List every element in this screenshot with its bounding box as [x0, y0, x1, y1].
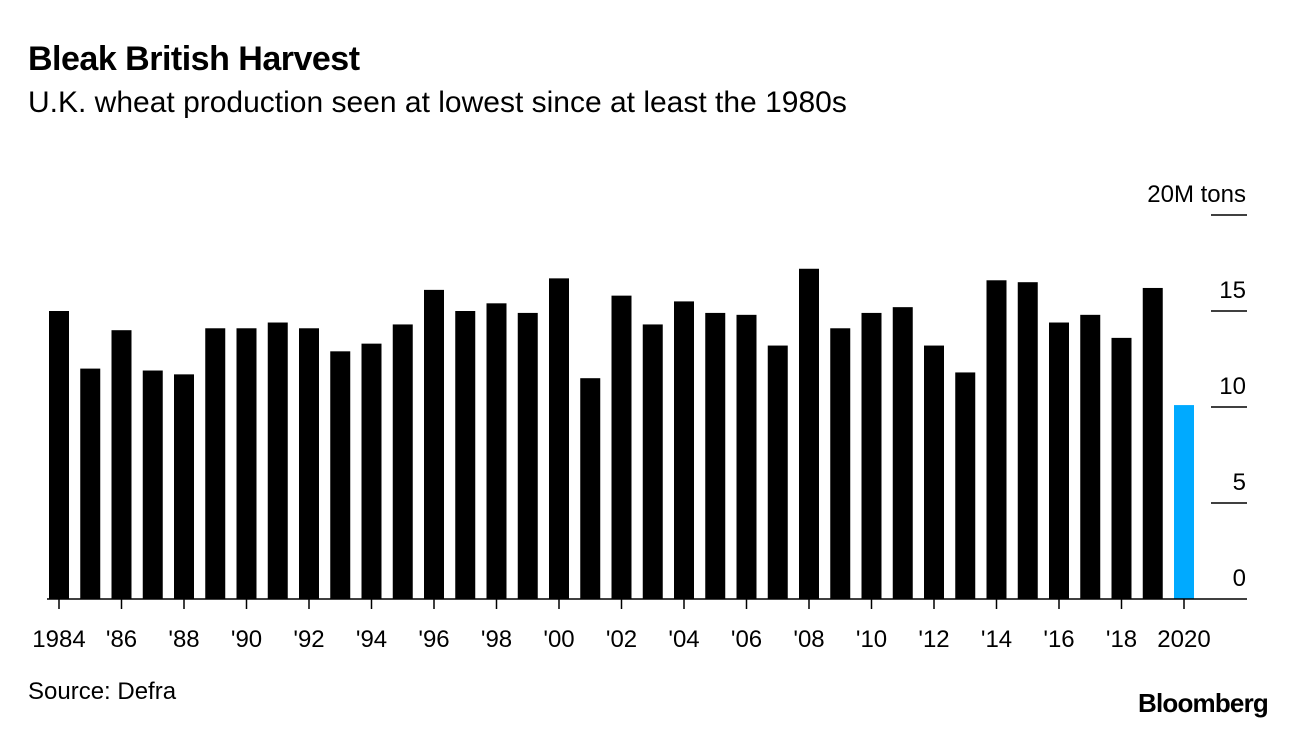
bar-2013: [955, 372, 976, 599]
bar-2019: [1142, 287, 1163, 599]
bar-1995: [392, 324, 413, 599]
bar-2006: [736, 314, 757, 599]
bar-1998: [486, 303, 507, 599]
bar-1991: [267, 322, 288, 599]
bar-1994: [361, 343, 382, 599]
x-tick-label-'92: '92: [293, 626, 324, 653]
bloomberg-logo: Bloomberg: [1137, 688, 1269, 718]
bar-1997: [455, 311, 476, 599]
x-tick-label-2020: 2020: [1157, 626, 1210, 653]
bar-2003: [642, 324, 663, 599]
bar-1990: [236, 328, 257, 599]
bar-2009: [830, 328, 851, 599]
bar-1987: [142, 370, 163, 599]
bar-2008: [799, 268, 819, 599]
source-note: Source: Defra: [28, 678, 177, 705]
x-tick-label-'12: '12: [918, 626, 949, 653]
chart-title: Bleak British Harvest: [28, 40, 360, 78]
bar-1989: [205, 328, 226, 599]
bar-1985: [80, 368, 101, 599]
y-tick-label-15: 15: [1219, 277, 1246, 304]
x-tick-label-'04: '04: [668, 626, 699, 653]
bar-2016: [1049, 322, 1069, 599]
bar-2001: [580, 378, 601, 599]
x-tick-label-'88: '88: [168, 626, 199, 653]
y-tick-label-20: 20M tons: [1147, 181, 1246, 208]
y-tick-label-0: 0: [1233, 565, 1246, 592]
x-tick-label-'14: '14: [981, 626, 1012, 653]
bar-2015: [1017, 282, 1038, 599]
bar-2014: [986, 280, 1007, 599]
y-tick-label-5: 5: [1233, 469, 1246, 496]
x-tick-label-'18: '18: [1106, 626, 1137, 653]
bar-2018: [1111, 337, 1132, 599]
bar-2000: [549, 278, 569, 599]
x-tick-label-'06: '06: [731, 626, 762, 653]
x-tick-label-'94: '94: [356, 626, 387, 653]
x-tick-label-'08: '08: [793, 626, 824, 653]
bar-2017: [1080, 314, 1101, 599]
y-axis: 0 5 10 15 20M tons: [1147, 181, 1247, 592]
bar-2007: [767, 345, 788, 599]
x-tick-label-'96: '96: [418, 626, 449, 653]
bar-1993: [330, 351, 351, 599]
y-tick-label-10: 10: [1219, 373, 1246, 400]
bar-1992: [299, 328, 319, 599]
x-tick-label-'10: '10: [856, 626, 887, 653]
bar-1988: [174, 374, 194, 599]
x-axis: 1984 '86 '88 '90 '92 '94 '96 '98 '00 '02 '04 '06 '08…: [32, 598, 1247, 653]
bar-2012: [924, 345, 944, 599]
x-tick-label-'00: '00: [543, 626, 574, 653]
bar-2002: [611, 295, 632, 599]
bar-1984: [49, 311, 69, 599]
bar-2010: [861, 312, 882, 599]
bar-group: [49, 268, 1194, 599]
x-tick-label-'90: '90: [231, 626, 262, 653]
bar-2011: [892, 307, 913, 599]
bar-1996: [424, 289, 444, 599]
bar-1999: [517, 312, 538, 599]
x-tick-label-'86: '86: [106, 626, 137, 653]
x-tick-label-'16: '16: [1043, 626, 1074, 653]
bar-2020: [1174, 405, 1194, 599]
bar-2004: [674, 301, 694, 599]
x-tick-label-'98: '98: [481, 626, 512, 653]
chart-subtitle: U.K. wheat production seen at lowest sin…: [28, 86, 847, 119]
x-tick-label-'02: '02: [606, 626, 637, 653]
bar-1986: [111, 330, 132, 599]
bar-2005: [705, 312, 726, 599]
x-tick-label-1984: 1984: [32, 626, 85, 653]
